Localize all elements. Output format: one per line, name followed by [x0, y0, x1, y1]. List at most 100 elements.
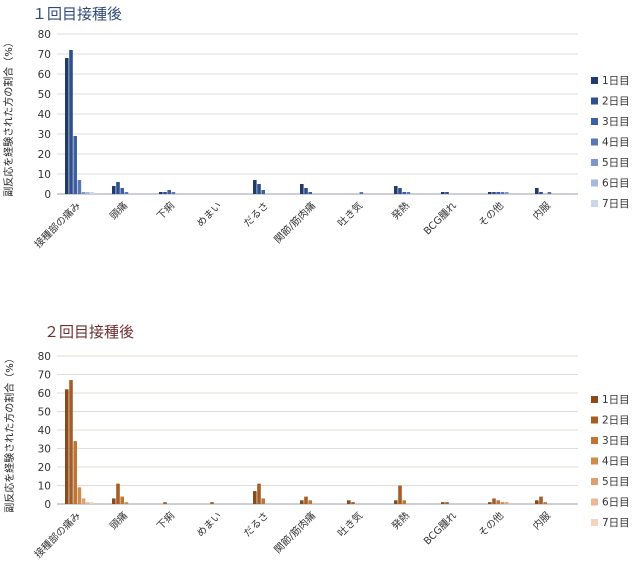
- x-category-label: 関節/筋肉痛: [271, 199, 318, 246]
- x-category-label: だるさ: [241, 510, 271, 540]
- x-category-label: その他: [476, 199, 506, 229]
- bar: [496, 192, 500, 194]
- legend-swatch: [591, 97, 598, 105]
- bar: [351, 502, 355, 504]
- bar: [500, 502, 505, 504]
- y-tick-label: 80: [38, 29, 51, 41]
- y-axis-label: 副反応を経験された方の割合（%）: [3, 353, 16, 513]
- bar: [492, 192, 496, 194]
- bar: [116, 483, 120, 504]
- x-category-label: 下痢: [154, 509, 177, 532]
- legend-swatch: [591, 519, 598, 526]
- chart2-title: ２回目接種後: [44, 323, 134, 341]
- bar: [65, 58, 69, 194]
- bar: [441, 192, 445, 194]
- legend-swatch: [591, 457, 598, 465]
- bar: [116, 182, 120, 194]
- x-category-label: 頭痛: [107, 509, 130, 532]
- y-tick-label: 40: [38, 109, 51, 121]
- y-tick-label: 80: [38, 351, 51, 363]
- x-category-label: 吐き気: [335, 199, 365, 229]
- bar: [69, 50, 73, 194]
- bar: [445, 502, 449, 504]
- x-category-label: 下痢: [154, 199, 177, 222]
- chart2-plot: 0 10 20 30 40 50 60 70 80 副反応を経験された方の割合（%） 接種部の痛み頭…: [3, 351, 630, 561]
- y-tick-label: 50: [38, 89, 51, 101]
- y-tick-label: 30: [38, 444, 51, 456]
- x-category-label: 発熱: [389, 509, 412, 532]
- bar: [359, 192, 364, 194]
- bar: [163, 192, 167, 194]
- y-tick-label: 0: [44, 189, 51, 201]
- legend-swatch: [591, 416, 598, 424]
- legend-swatch: [591, 498, 598, 506]
- y-axis-label: 副反応を経験された方の割合（%）: [2, 37, 15, 197]
- legend-swatch: [591, 77, 598, 84]
- bar: [69, 380, 73, 504]
- legend-label: 7日目: [602, 198, 630, 210]
- bar: [120, 188, 124, 194]
- x-category-label: 内服: [530, 199, 553, 222]
- y-tick-label: 40: [38, 425, 51, 437]
- bar: [304, 188, 308, 194]
- bar: [488, 192, 492, 194]
- bar: [124, 192, 129, 194]
- bar: [539, 496, 543, 504]
- legend-label: 2日目: [602, 415, 630, 427]
- bar: [300, 500, 304, 504]
- bar: [81, 192, 86, 194]
- x-category-label: めまい: [194, 200, 224, 230]
- bar: [445, 192, 449, 194]
- bar: [308, 500, 312, 504]
- bar: [300, 184, 304, 194]
- y-tick-label: 70: [38, 49, 51, 61]
- legend-label: 2日目: [602, 96, 630, 108]
- legend-label: 5日目: [602, 157, 630, 169]
- chart1-title: １回目接種後: [32, 5, 122, 23]
- x-category-label: 関節/筋肉痛: [271, 509, 318, 556]
- y-tick-label: 60: [38, 388, 51, 400]
- y-tick-label: 70: [38, 370, 51, 382]
- legend-label: 3日目: [602, 116, 630, 128]
- legend-label: 5日目: [602, 476, 630, 488]
- legend-swatch: [591, 396, 598, 403]
- bar: [304, 496, 308, 504]
- bar: [257, 184, 261, 194]
- legend-swatch: [591, 118, 598, 125]
- x-category-label: 頭痛: [107, 199, 130, 222]
- x-category-label: だるさ: [241, 200, 271, 230]
- x-category-label: BCG腫れ: [421, 510, 459, 548]
- bar: [398, 485, 402, 504]
- x-category-label: めまい: [194, 510, 224, 540]
- bar: [308, 192, 312, 194]
- bar: [347, 500, 351, 504]
- bar: [547, 192, 552, 194]
- bar: [210, 502, 214, 504]
- bar: [90, 502, 94, 504]
- bar: [543, 502, 547, 504]
- bar: [261, 498, 265, 504]
- legend-label: 3日目: [602, 435, 630, 447]
- chart1-plot: 0 10 20 30 40 50 60 70 80 副反応を経験された方の割合（%） 接種部の痛み頭…: [2, 29, 630, 251]
- bar: [257, 483, 261, 504]
- bar: [492, 498, 496, 504]
- bar: [504, 502, 509, 504]
- bar: [539, 192, 543, 194]
- bar: [167, 190, 171, 194]
- bar: [253, 491, 257, 504]
- y-tick-label: 30: [38, 129, 51, 141]
- legend-label: 6日目: [602, 178, 630, 190]
- y-tick-label: 0: [44, 499, 51, 511]
- bar: [496, 500, 500, 504]
- bar: [535, 188, 539, 194]
- x-category-label: 吐き気: [335, 509, 365, 539]
- legend-swatch: [591, 478, 598, 485]
- bar: [402, 192, 406, 194]
- bar: [65, 389, 69, 504]
- y-tick-label: 10: [38, 481, 51, 493]
- bar: [535, 500, 539, 504]
- legend-swatch: [591, 159, 598, 166]
- legend-label: 6日目: [602, 497, 630, 509]
- bar: [86, 502, 90, 504]
